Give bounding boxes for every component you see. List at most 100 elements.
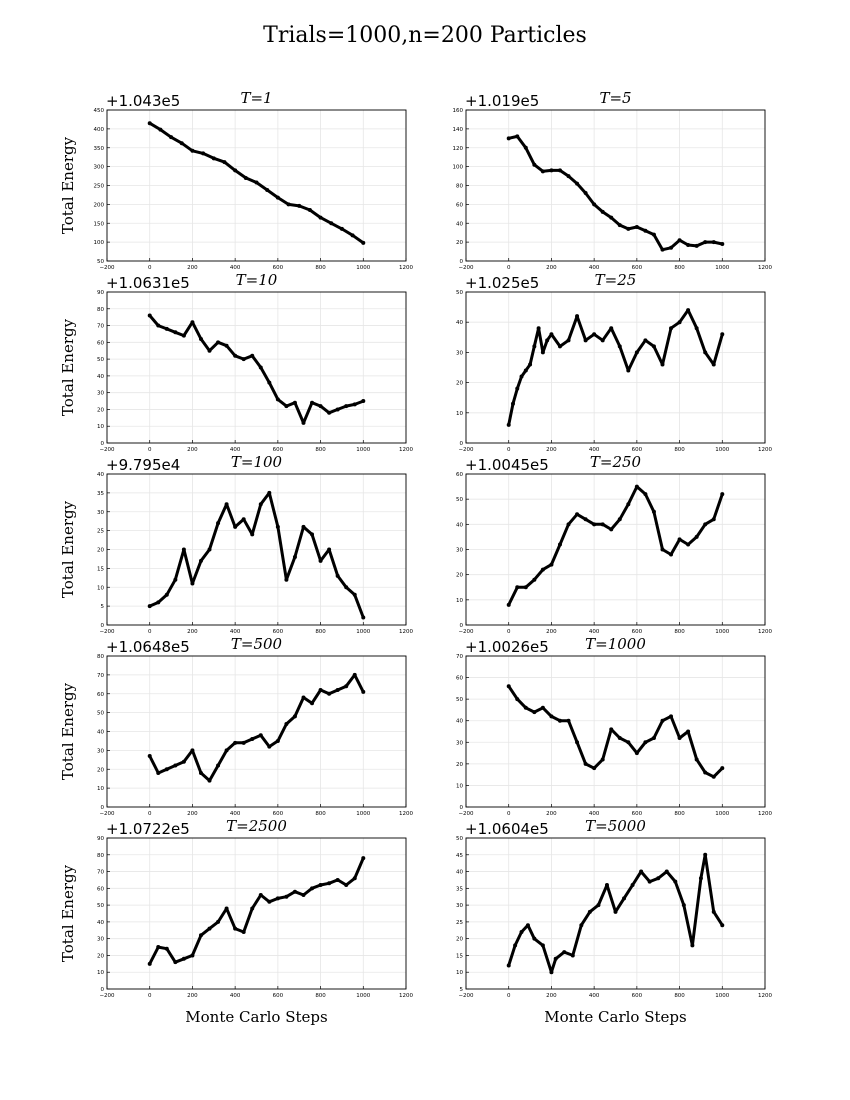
data-point bbox=[190, 148, 195, 153]
data-point bbox=[190, 953, 195, 958]
data-point bbox=[147, 121, 152, 126]
axis-offset-label: +1.043e5 bbox=[106, 92, 180, 110]
x-tick-label: 800 bbox=[315, 993, 326, 999]
x-tick-label: 200 bbox=[546, 993, 557, 999]
x-tick-label: 1200 bbox=[399, 265, 413, 271]
data-point bbox=[329, 221, 334, 226]
data-point bbox=[592, 332, 597, 337]
x-tick-label: 200 bbox=[187, 629, 198, 635]
y-tick-label: 80 bbox=[97, 654, 104, 660]
data-point bbox=[339, 226, 344, 231]
x-tick-label: 400 bbox=[230, 629, 241, 635]
data-point bbox=[540, 705, 545, 710]
y-tick-label: 100 bbox=[453, 165, 464, 171]
data-point bbox=[224, 906, 229, 911]
y-tick-label: 15 bbox=[97, 566, 104, 572]
panel-title: T=25 bbox=[595, 271, 637, 289]
plot-frame bbox=[106, 655, 407, 808]
panel-title: T=250 bbox=[590, 453, 642, 471]
data-point bbox=[660, 247, 665, 252]
data-point bbox=[523, 705, 528, 710]
x-tick-label: 800 bbox=[315, 629, 326, 635]
y-tick-label: 250 bbox=[94, 184, 105, 190]
y-tick-label: 20 bbox=[456, 381, 463, 387]
data-point bbox=[352, 592, 357, 597]
y-tick-label: 80 bbox=[97, 307, 104, 313]
data-point bbox=[549, 970, 554, 975]
data-point bbox=[233, 168, 238, 173]
data-point bbox=[284, 404, 289, 409]
data-point bbox=[258, 502, 263, 507]
x-tick-label: 1200 bbox=[758, 629, 772, 635]
data-point bbox=[600, 338, 605, 343]
y-tick-label: 90 bbox=[97, 290, 104, 296]
chart-panel-8: −200 0 200 400 600 800 1000 1200010203040506070… bbox=[456, 635, 772, 817]
data-point bbox=[720, 923, 725, 928]
x-tick-label: 600 bbox=[273, 811, 284, 817]
y-tick-label: 20 bbox=[456, 937, 463, 943]
data-point bbox=[669, 326, 674, 331]
x-tick-label: 400 bbox=[230, 265, 241, 271]
data-point bbox=[566, 522, 571, 527]
y-tick-label: 20 bbox=[97, 407, 104, 413]
plot-area bbox=[466, 656, 765, 807]
data-point bbox=[519, 929, 524, 934]
y-tick-label: 50 bbox=[97, 903, 104, 909]
x-tick-label: 600 bbox=[632, 265, 643, 271]
data-point bbox=[250, 906, 255, 911]
y-tick-label: 140 bbox=[453, 127, 464, 133]
data-point bbox=[181, 759, 186, 764]
data-point bbox=[147, 604, 152, 609]
data-point bbox=[198, 336, 203, 341]
data-point bbox=[553, 956, 558, 961]
data-point bbox=[651, 735, 656, 740]
x-tick-label: −200 bbox=[99, 993, 115, 999]
data-point bbox=[267, 899, 272, 904]
data-point bbox=[651, 344, 656, 349]
data-point bbox=[241, 740, 246, 745]
data-point bbox=[575, 512, 580, 517]
data-point bbox=[549, 714, 554, 719]
x-axis-label: Monte Carlo Steps bbox=[185, 1008, 327, 1026]
data-series-line bbox=[507, 853, 724, 974]
data-point bbox=[677, 320, 682, 325]
data-point bbox=[275, 738, 280, 743]
data-point bbox=[147, 313, 152, 318]
data-point bbox=[720, 332, 725, 337]
data-point bbox=[506, 963, 511, 968]
data-point bbox=[566, 338, 571, 343]
axis-offset-label: +1.0631e5 bbox=[106, 274, 190, 292]
y-tick-label: 60 bbox=[97, 886, 104, 892]
data-point bbox=[267, 380, 272, 385]
data-point bbox=[532, 344, 537, 349]
data-point bbox=[198, 558, 203, 563]
x-tick-label: 1200 bbox=[758, 811, 772, 817]
x-tick-label: −200 bbox=[458, 811, 474, 817]
data-point bbox=[664, 869, 669, 874]
y-tick-label: 0 bbox=[460, 441, 464, 447]
panel-title: T=1000 bbox=[585, 635, 646, 653]
data-point bbox=[643, 740, 648, 745]
x-tick-label: 1000 bbox=[715, 629, 729, 635]
x-tick-label: 800 bbox=[315, 447, 326, 453]
plot-frame bbox=[106, 473, 407, 626]
data-point bbox=[327, 691, 332, 696]
plot-frame bbox=[106, 837, 407, 990]
chart-panel-9: −200 0 200 400 600 800 1000 1200010203040506070… bbox=[59, 817, 413, 1026]
data-point bbox=[583, 761, 588, 766]
data-point bbox=[525, 923, 530, 928]
data-point bbox=[711, 517, 716, 522]
data-point bbox=[216, 521, 221, 526]
x-tick-label: 1000 bbox=[715, 265, 729, 271]
x-tick-label: 400 bbox=[589, 447, 600, 453]
data-point bbox=[639, 869, 644, 874]
y-tick-label: 0 bbox=[101, 441, 105, 447]
x-tick-label: 200 bbox=[546, 447, 557, 453]
data-point bbox=[570, 953, 575, 958]
axis-offset-label: +1.0604e5 bbox=[465, 820, 549, 838]
data-point bbox=[318, 404, 323, 409]
data-point bbox=[669, 245, 674, 250]
x-tick-label: −200 bbox=[99, 447, 115, 453]
data-point bbox=[545, 338, 550, 343]
data-point bbox=[686, 242, 691, 247]
